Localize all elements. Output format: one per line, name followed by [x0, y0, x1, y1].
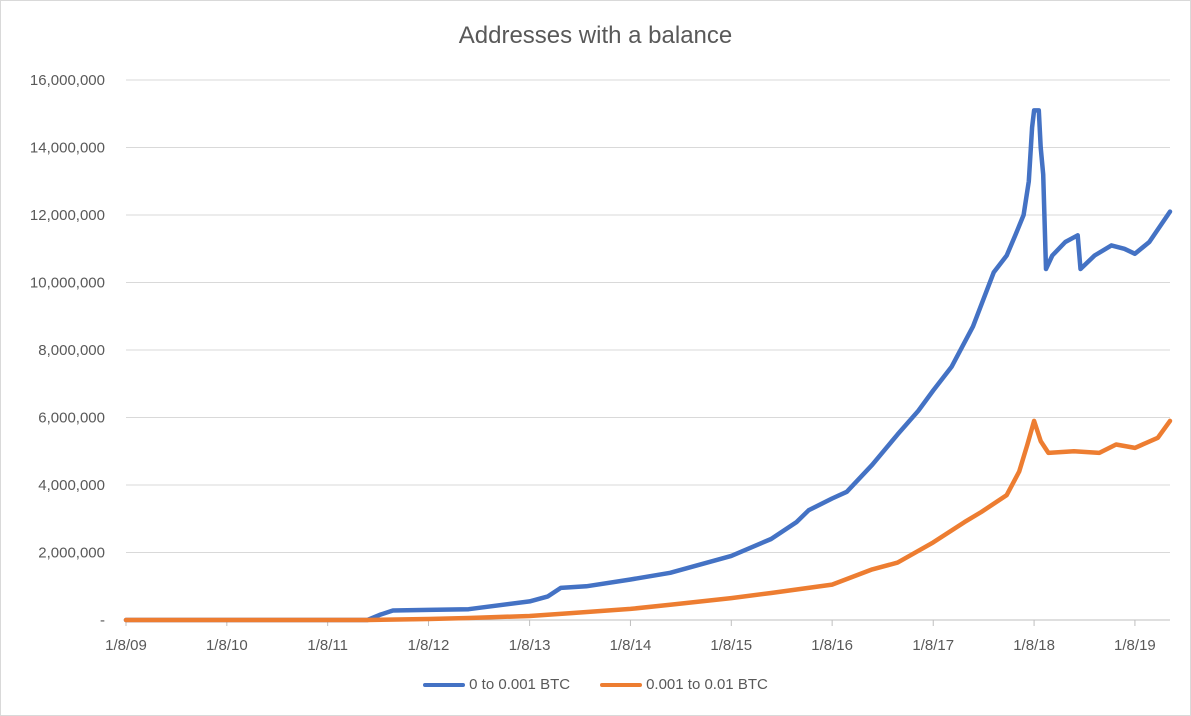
series-lines	[123, 108, 1173, 623]
y-axis-tick-labels: - 2,000,000 4,000,000 6,000,000 8,000,000 10,…	[30, 72, 105, 629]
y-tick-label: 2,000,000	[38, 545, 105, 562]
legend: 0 to 0.001 BTC 0.001 to 0.01 BTC	[0, 676, 1191, 693]
series-line-2	[123, 418, 1173, 623]
y-tick-label: 14,000,000	[30, 140, 105, 157]
legend-item-2: 0.001 to 0.01 BTC	[600, 676, 768, 693]
series-line-1	[123, 108, 1173, 623]
x-tick-label: 1/8/15	[710, 637, 752, 654]
legend-label: 0.001 to 0.01 BTC	[646, 676, 768, 693]
x-tick-label: 1/8/19	[1114, 637, 1156, 654]
chart-title: Addresses with a balance	[458, 22, 733, 49]
x-tick-label: 1/8/09	[105, 637, 147, 654]
x-tick-label: 1/8/13	[509, 637, 551, 654]
x-tick-label: 1/8/11	[307, 637, 348, 654]
x-axis-tick-labels: 1/8/09 1/8/10 1/8/11 1/8/12 1/8/13 1/8/14 1/8/…	[105, 620, 1156, 654]
legend-label: 0 to 0.001 BTC	[469, 676, 571, 693]
y-tick-label: 12,000,000	[30, 207, 105, 224]
legend-item-1: 0 to 0.001 BTC	[423, 676, 570, 693]
y-tick-label: 16,000,000	[30, 72, 105, 89]
y-tick-label: 8,000,000	[38, 342, 105, 359]
y-tick-label: 6,000,000	[38, 410, 105, 427]
gridlines	[126, 79, 1170, 553]
x-tick-label: 1/8/16	[811, 637, 853, 654]
y-tick-label: 10,000,000	[30, 275, 105, 292]
x-tick-label: 1/8/14	[610, 637, 652, 654]
legend-swatch	[423, 682, 466, 687]
legend-swatch	[600, 682, 643, 687]
y-tick-label: -	[100, 612, 105, 629]
x-tick-label: 1/8/18	[1013, 637, 1055, 654]
x-tick-label: 1/8/10	[206, 637, 248, 654]
x-tick-label: 1/8/17	[912, 637, 954, 654]
y-tick-label: 4,000,000	[38, 477, 105, 494]
x-tick-label: 1/8/12	[408, 637, 450, 654]
